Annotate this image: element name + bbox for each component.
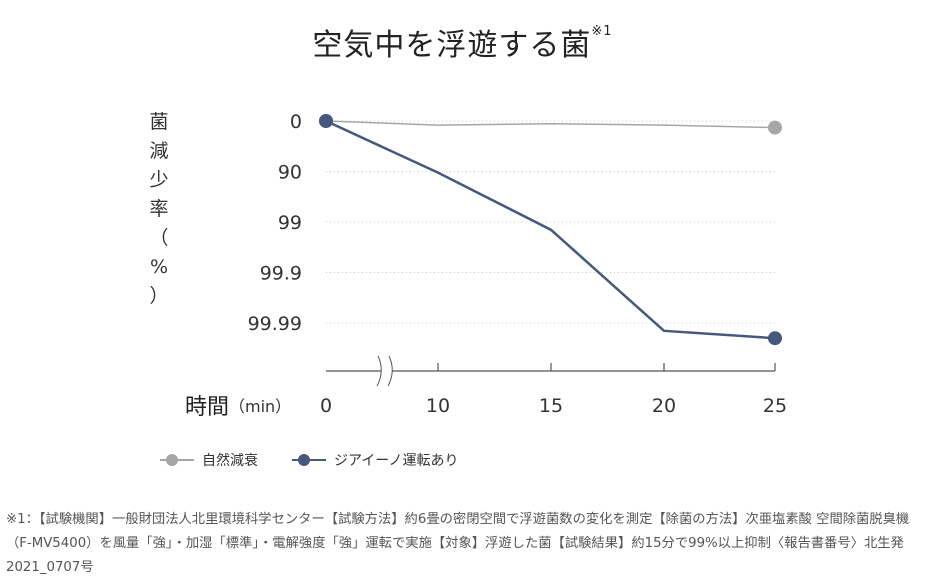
legend-marker-ziaino (292, 454, 326, 466)
series-1-point (768, 331, 782, 346)
chart-plot: 0 90 99 99.9 99.99 0 10 15 20 25 時間 （min） (185, 111, 787, 420)
y-tick-label: 90 (278, 162, 302, 184)
legend-item-natural: 自然減衰 (160, 450, 258, 470)
y-tick-label: 99.9 (260, 263, 302, 285)
legend-label-natural: 自然減衰 (202, 453, 258, 469)
legend-item-ziaino: ジアイーノ運転あり (292, 450, 458, 470)
legend-label-ziaino: ジアイーノ運転あり (334, 453, 459, 469)
series-line-0 (325, 120, 776, 129)
x-axis-unit: （min） (229, 397, 291, 416)
x-tick-label: 20 (652, 395, 676, 417)
chart-title: 空気中を浮遊する菌※1 (312, 24, 613, 63)
y-tick-label: 0 (290, 111, 302, 133)
y-axis-label: 菌 減 少 率 （ % ） (149, 111, 169, 307)
axis-break-mark (376, 355, 382, 387)
y-tick-label: 99 (278, 212, 302, 234)
legend: 自然減衰 ジアイーノ運転あり (160, 450, 492, 470)
series-line-1 (325, 119, 776, 340)
legend-marker-natural (160, 454, 194, 466)
y-tick-label: 99.99 (248, 313, 302, 335)
title-note: ※1 (591, 24, 613, 39)
x-tick-label: 10 (426, 395, 450, 417)
footnote: ※1：【試験機関】一般財団法人北里環境科学センター【試験方法】約6畳の密閉空間で… (6, 512, 910, 575)
x-axis-label: 時間 (185, 395, 229, 420)
series-0-point (768, 120, 782, 135)
axis-break-mark (387, 355, 393, 387)
x-tick-label: 0 (320, 395, 332, 417)
series-1-point (319, 114, 333, 128)
x-tick-label: 15 (539, 395, 563, 417)
x-tick-label: 25 (763, 395, 787, 417)
